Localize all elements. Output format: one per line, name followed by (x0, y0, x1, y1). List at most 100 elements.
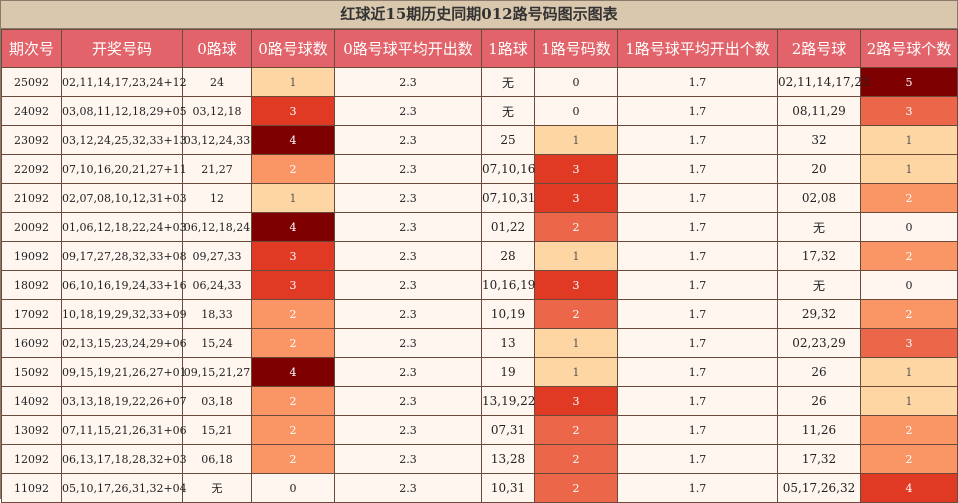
cell-period: 21092 (1, 183, 62, 213)
cell-a0: 2.3 (334, 183, 482, 213)
table-row: 21092 02,07,08,10,12,31+03 12 1 2.3 07,10,31 3… (1, 183, 958, 213)
cell-a1: 1.7 (617, 473, 778, 503)
cell-period: 24092 (1, 96, 62, 126)
table-row: 14092 03,13,18,19,22,26+07 03,18 2 2.3 13,19,… (1, 386, 958, 416)
table-row: 23092 03,12,24,25,32,33+13 03,12,24,33 4 2.3… (1, 125, 958, 155)
cell-c1: 2 (534, 299, 618, 329)
cell-c1: 1 (534, 328, 618, 358)
cell-r0: 06,18 (182, 444, 252, 474)
cell-period: 18092 (1, 270, 62, 300)
cell-a0: 2.3 (334, 444, 482, 474)
header-a1: 1路号球平均开出个数 (617, 29, 778, 68)
cell-c1: 1 (534, 357, 618, 387)
header-a0: 0路号球平均开出数 (334, 29, 482, 68)
cell-r1: 07,10,16 (481, 154, 535, 184)
cell-c2: 2 (860, 299, 958, 329)
cell-r2: 无 (777, 270, 861, 300)
header-c2: 2路号球个数 (860, 29, 958, 68)
cell-r1: 07,10,31 (481, 183, 535, 213)
cell-a0: 2.3 (334, 241, 482, 271)
cell-a1: 1.7 (617, 270, 778, 300)
cell-r0: 无 (182, 473, 252, 503)
cell-r1: 10,16,19 (481, 270, 535, 300)
cell-r2: 26 (777, 357, 861, 387)
cell-a1: 1.7 (617, 328, 778, 358)
cell-r0: 15,21 (182, 415, 252, 445)
cell-c1: 0 (534, 67, 618, 97)
cell-c2: 2 (860, 183, 958, 213)
cell-r1: 13 (481, 328, 535, 358)
cell-c0: 2 (251, 328, 335, 358)
cell-a0: 2.3 (334, 473, 482, 503)
cell-r2: 02,08 (777, 183, 861, 213)
cell-c2: 1 (860, 154, 958, 184)
table-row: 17092 10,18,19,29,32,33+09 18,33 2 2.3 10,19 2… (1, 299, 958, 329)
cell-numbers: 05,10,17,26,31,32+04 (61, 473, 187, 503)
cell-c0: 4 (251, 125, 335, 155)
cell-r2: 17,32 (777, 241, 861, 271)
cell-period: 20092 (1, 212, 62, 242)
cell-r1: 13,28 (481, 444, 535, 474)
chart-title: 红球近15期历史同期012路号码图示图表 (1, 1, 957, 29)
cell-a0: 2.3 (334, 270, 482, 300)
cell-a0: 2.3 (334, 415, 482, 445)
cell-numbers: 03,08,11,12,18,29+05 (61, 96, 187, 126)
cell-c0: 2 (251, 415, 335, 445)
cell-c2: 0 (860, 270, 958, 300)
cell-r0: 06,24,33 (182, 270, 252, 300)
cell-numbers: 01,06,12,18,22,24+03 (61, 212, 187, 242)
header-row: 期次号 开奖号码 0路球 0路号球数 0路号球平均开出数 1路球 1路号码数 1… (1, 29, 958, 68)
cell-r1: 无 (481, 67, 535, 97)
cell-r0: 09,15,21,27 (182, 357, 252, 387)
cell-numbers: 07,10,16,20,21,27+11 (61, 154, 187, 184)
cell-r0: 24 (182, 67, 252, 97)
cell-a0: 2.3 (334, 125, 482, 155)
header-period: 期次号 (1, 29, 62, 68)
header-c1: 1路号码数 (534, 29, 618, 68)
cell-a1: 1.7 (617, 241, 778, 271)
cell-c0: 2 (251, 386, 335, 416)
cell-c0: 4 (251, 212, 335, 242)
cell-r0: 03,12,18 (182, 96, 252, 126)
cell-c2: 2 (860, 444, 958, 474)
cell-a0: 2.3 (334, 386, 482, 416)
cell-a1: 1.7 (617, 125, 778, 155)
cell-c2: 5 (860, 67, 958, 97)
cell-c1: 3 (534, 386, 618, 416)
cell-r2: 17,32 (777, 444, 861, 474)
cell-r1: 无 (481, 96, 535, 126)
cell-a1: 1.7 (617, 444, 778, 474)
data-table: 期次号 开奖号码 0路球 0路号球数 0路号球平均开出数 1路球 1路号码数 1… (1, 29, 958, 503)
cell-r0: 15,24 (182, 328, 252, 358)
cell-a1: 1.7 (617, 212, 778, 242)
cell-c2: 3 (860, 96, 958, 126)
cell-c1: 2 (534, 415, 618, 445)
table-row: 12092 06,13,17,18,28,32+03 06,18 2 2.3 13,28 2… (1, 444, 958, 474)
cell-period: 23092 (1, 125, 62, 155)
cell-numbers: 02,07,08,10,12,31+03 (61, 183, 187, 213)
cell-r0: 03,12,24,33 (182, 125, 252, 155)
cell-c1: 3 (534, 154, 618, 184)
cell-c1: 3 (534, 270, 618, 300)
header-numbers: 开奖号码 (61, 29, 183, 68)
cell-r1: 19 (481, 357, 535, 387)
cell-numbers: 02,11,14,17,23,24+12 (61, 67, 187, 97)
cell-numbers: 07,11,15,21,26,31+06 (61, 415, 187, 445)
cell-r2: 05,17,26,32 (777, 473, 861, 503)
cell-a1: 1.7 (617, 154, 778, 184)
table-row: 11092 05,10,17,26,31,32+04 无 0 2.3 10,31 2 1.7 0… (1, 473, 958, 503)
cell-period: 17092 (1, 299, 62, 329)
cell-c0: 4 (251, 357, 335, 387)
cell-r2: 20 (777, 154, 861, 184)
table-row: 18092 06,10,16,19,24,33+16 06,24,33 3 2.3 10,… (1, 270, 958, 300)
cell-r2: 11,26 (777, 415, 861, 445)
table-row: 22092 07,10,16,20,21,27+11 21,27 2 2.3 07,10,… (1, 154, 958, 184)
cell-c0: 3 (251, 241, 335, 271)
cell-r2: 29,32 (777, 299, 861, 329)
cell-period: 16092 (1, 328, 62, 358)
cell-r1: 01,22 (481, 212, 535, 242)
cell-a1: 1.7 (617, 357, 778, 387)
cell-c1: 2 (534, 212, 618, 242)
cell-c0: 0 (251, 473, 335, 503)
